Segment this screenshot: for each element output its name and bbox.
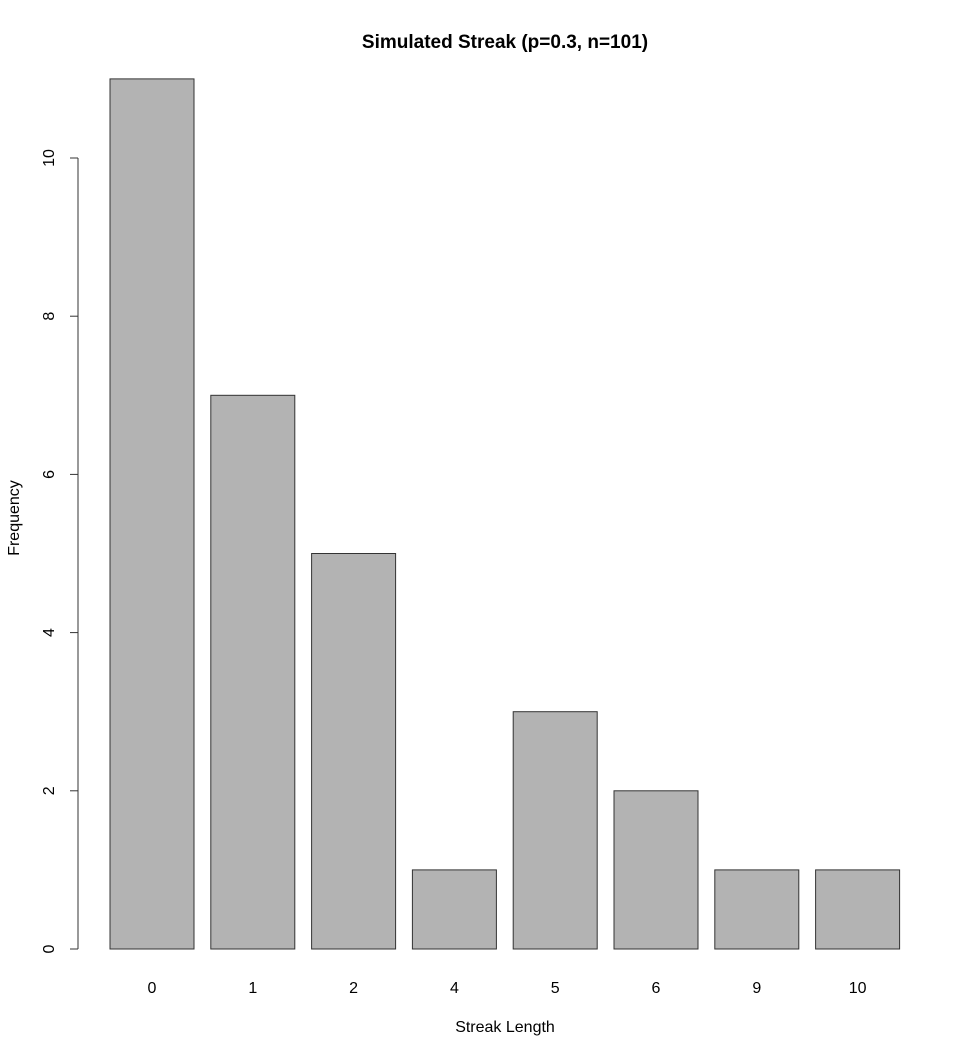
y-tick-label: 0 (41, 944, 58, 953)
bar-9 (714, 869, 800, 950)
y-tick-label: 8 (41, 312, 58, 321)
x-tick-label: 9 (752, 980, 761, 997)
bar-0 (109, 78, 195, 950)
bar-1 (210, 394, 296, 950)
bar-4 (411, 869, 497, 950)
y-tick-label: 6 (41, 470, 58, 479)
bar-2 (311, 553, 397, 950)
y-tick-label: 10 (41, 149, 58, 167)
y-axis: 0 2 4 6 8 10 (41, 149, 79, 953)
y-axis-label: Frequency (6, 480, 23, 556)
x-tick-label: 10 (849, 980, 867, 997)
y-tick-label: 4 (41, 628, 58, 637)
x-axis-label: Streak Length (455, 1019, 555, 1036)
plot-area: 0 2 4 6 8 10 0 1 2 4 5 6 9 10 (41, 78, 901, 997)
bar-5 (512, 711, 598, 950)
x-tick-label: 2 (349, 980, 358, 997)
x-tick-label: 4 (450, 980, 459, 997)
x-tick-label: 0 (148, 980, 157, 997)
bar-10 (815, 869, 901, 950)
x-axis-labels: 0 1 2 4 5 6 9 10 (148, 980, 867, 997)
x-tick-label: 6 (652, 980, 661, 997)
chart-title: Simulated Streak (p=0.3, n=101) (362, 32, 648, 53)
y-tick-label: 2 (41, 786, 58, 795)
x-tick-label: 5 (551, 980, 560, 997)
x-tick-label: 1 (248, 980, 257, 997)
bar-6 (613, 790, 699, 950)
bars-group (109, 78, 901, 950)
